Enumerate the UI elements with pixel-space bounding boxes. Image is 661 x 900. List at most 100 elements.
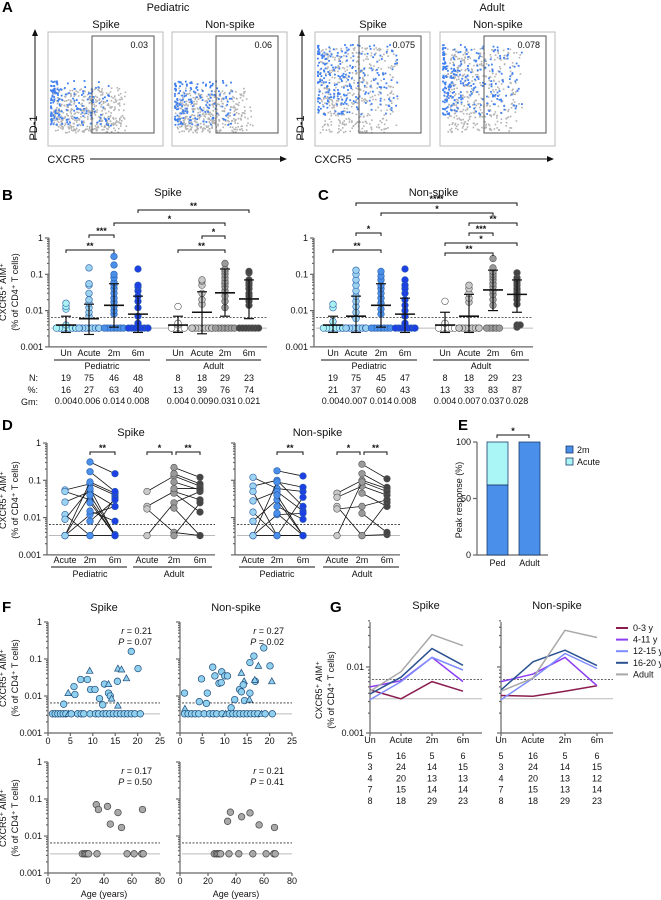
background-event (457, 58, 459, 60)
background-event (65, 100, 68, 102)
background-event (347, 104, 350, 107)
antigen-event (390, 79, 393, 81)
antigen-event (185, 107, 188, 110)
antigen-event (179, 112, 182, 115)
paired-line (252, 514, 278, 536)
antigen-event (107, 94, 109, 97)
antigen-event (444, 83, 447, 86)
series-line-Adult (369, 633, 464, 692)
data-point (489, 255, 497, 263)
background-event (98, 89, 100, 92)
bar-segment-acute (486, 441, 509, 486)
antigen-event (360, 113, 363, 116)
antigen-event (319, 97, 321, 100)
background-event (221, 122, 224, 125)
antigen-event (450, 105, 453, 107)
background-event (366, 55, 368, 58)
antigen-event (344, 44, 346, 46)
antigen-event (344, 51, 347, 54)
background-event (98, 116, 100, 118)
background-event (355, 51, 358, 54)
background-event (183, 130, 185, 133)
background-event (77, 130, 79, 133)
x-tick-label: 6m (132, 348, 145, 358)
background-event (480, 62, 483, 65)
data-point-circle (250, 652, 258, 660)
background-event (238, 113, 240, 115)
background-event (446, 76, 449, 78)
data-point (61, 498, 69, 506)
background-event (187, 124, 189, 127)
antigen-event (345, 55, 348, 58)
background-event (343, 120, 346, 122)
background-event (96, 100, 98, 102)
background-event (328, 101, 330, 104)
table-row-label: Gm: (21, 397, 38, 407)
background-event (346, 65, 349, 68)
background-event (329, 110, 331, 113)
background-event (343, 131, 345, 134)
antigen-event (333, 84, 336, 86)
background-event (458, 75, 460, 78)
background-event (103, 128, 105, 131)
y-tick-label: 0.01 (290, 306, 308, 316)
background-event (480, 84, 482, 86)
background-event (369, 104, 372, 106)
background-event (463, 80, 466, 83)
significance-bracket (146, 451, 173, 455)
background-event (319, 61, 322, 63)
background-event (467, 97, 470, 99)
antigen-event (356, 82, 359, 84)
background-event (461, 59, 464, 62)
background-event (323, 96, 325, 99)
antigen-event (332, 96, 335, 99)
data-point (86, 478, 94, 486)
background-event (477, 75, 480, 78)
legend-label: 0-3 y (633, 623, 654, 633)
data-point-circle (60, 700, 68, 708)
background-event (190, 128, 192, 130)
background-event (492, 114, 495, 116)
background-event (183, 121, 185, 124)
background-event (109, 91, 112, 93)
background-event (493, 79, 495, 82)
data-point-circle (94, 805, 103, 814)
antigen-event (55, 92, 58, 94)
antigen-event (210, 123, 212, 126)
background-event (190, 115, 192, 117)
background-event (379, 120, 381, 122)
data-point (170, 485, 178, 493)
background-event (67, 92, 69, 95)
significance-label: * (158, 443, 162, 453)
antigen-event (327, 100, 329, 103)
antigen-event (395, 54, 398, 57)
background-event (515, 120, 518, 122)
background-event (205, 125, 208, 127)
background-event (114, 106, 116, 109)
background-event (344, 130, 347, 133)
significance-label: ** (99, 443, 107, 453)
geomean-value: 0.007 (458, 396, 481, 406)
background-event (462, 96, 464, 98)
antigen-event (51, 99, 53, 101)
background-event (109, 116, 111, 118)
background-event (201, 96, 204, 99)
background-event (471, 88, 473, 90)
antigen-event (210, 84, 212, 87)
background-event (188, 120, 190, 122)
paired-line (173, 502, 201, 536)
antigen-event (99, 123, 102, 125)
antigen-event (339, 76, 341, 78)
antigen-event (60, 94, 63, 97)
background-event (211, 120, 213, 122)
background-event (238, 128, 241, 131)
percent-value: 40 (133, 385, 143, 395)
background-event (338, 58, 340, 60)
data-point-circle (223, 672, 232, 680)
y-tick-label: 0.1 (29, 794, 42, 804)
group-count: 14 (592, 785, 602, 795)
geomean-value: 0.004 (322, 396, 345, 406)
antigen-event (470, 84, 473, 87)
background-event (455, 70, 458, 73)
data-point (62, 299, 70, 307)
